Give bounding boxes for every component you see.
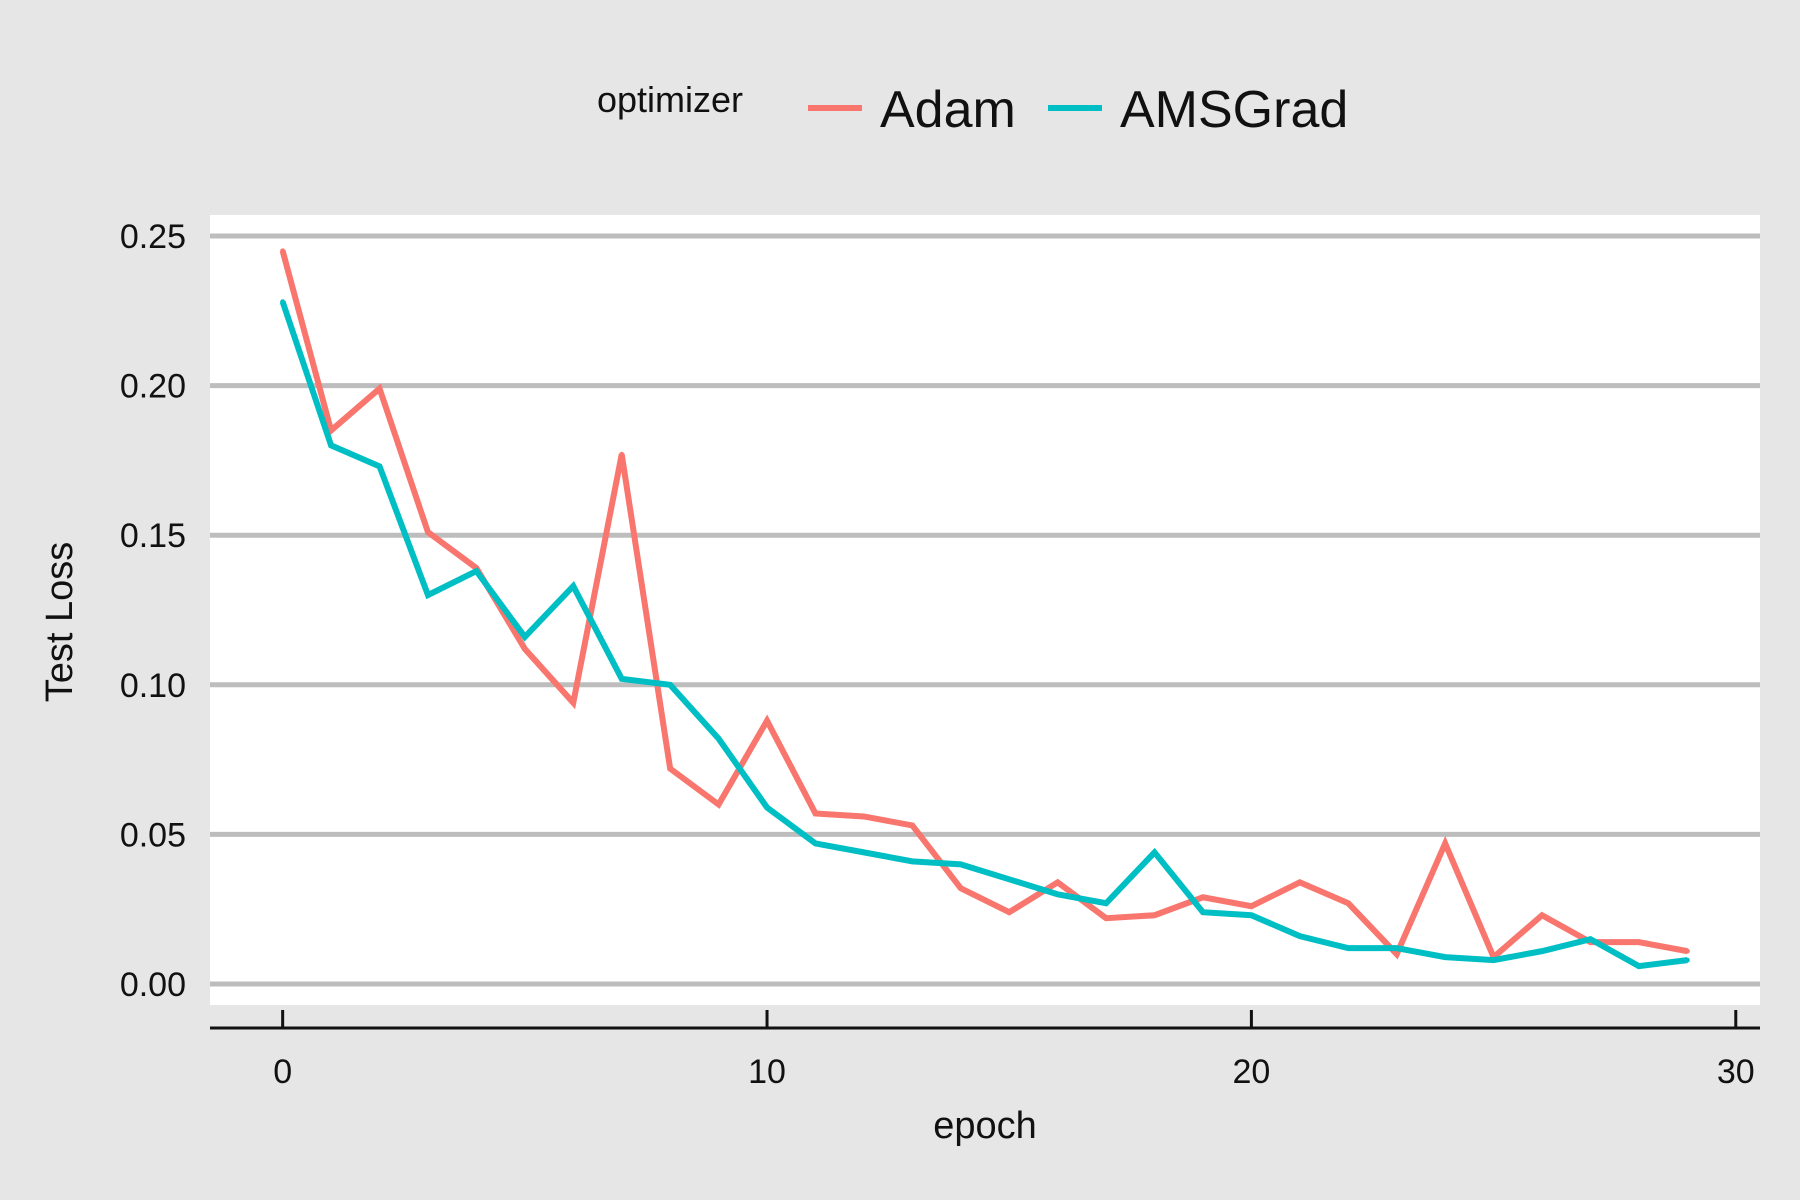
- data-point-adam: [1685, 949, 1690, 954]
- data-point-amsgrad: [765, 805, 770, 810]
- data-point-amsgrad: [425, 593, 430, 598]
- data-point-amsgrad: [1055, 892, 1060, 897]
- data-point-amsgrad: [1346, 946, 1351, 951]
- data-point-adam: [1007, 910, 1012, 915]
- data-point-amsgrad: [1007, 877, 1012, 882]
- data-point-amsgrad: [522, 634, 527, 639]
- x-axis-ticks: 0 10 20 30: [273, 1010, 1755, 1091]
- x-tick-label: 30: [1717, 1053, 1755, 1091]
- data-point-adam: [861, 814, 866, 819]
- x-tick-label: 0: [273, 1053, 292, 1091]
- data-point-adam: [1346, 901, 1351, 906]
- data-point-amsgrad: [474, 569, 479, 574]
- data-point-adam: [1152, 913, 1157, 918]
- legend-label-amsgrad: AMSGrad: [1120, 81, 1348, 139]
- data-point-amsgrad: [716, 736, 721, 741]
- data-point-adam: [1104, 916, 1109, 921]
- data-point-adam: [1443, 841, 1448, 846]
- data-point-adam: [425, 530, 430, 535]
- data-point-amsgrad: [1443, 955, 1448, 960]
- data-point-adam: [1200, 895, 1205, 900]
- legend-label-adam: Adam: [880, 81, 1016, 139]
- y-axis-title: Test Loss: [39, 542, 81, 703]
- data-point-amsgrad: [1540, 949, 1545, 954]
- data-point-amsgrad: [1588, 937, 1593, 942]
- y-tick-label: 0.15: [120, 517, 186, 555]
- y-tick-label: 0.25: [120, 218, 186, 256]
- data-point-adam: [1055, 880, 1060, 885]
- data-point-adam: [377, 386, 382, 391]
- legend-title: optimizer: [597, 79, 743, 120]
- data-point-amsgrad: [668, 682, 673, 687]
- data-point-amsgrad: [1152, 850, 1157, 855]
- data-point-amsgrad: [1200, 910, 1205, 915]
- data-point-adam: [813, 811, 818, 816]
- data-point-amsgrad: [1104, 901, 1109, 906]
- data-point-adam: [716, 802, 721, 807]
- data-point-adam: [958, 886, 963, 891]
- data-point-adam: [522, 646, 527, 651]
- data-point-amsgrad: [329, 443, 334, 448]
- data-point-adam: [619, 452, 624, 457]
- data-point-adam: [765, 718, 770, 723]
- plot-panel: [210, 215, 1760, 1005]
- data-point-amsgrad: [377, 464, 382, 469]
- y-tick-label: 0.10: [120, 667, 186, 705]
- data-point-amsgrad: [571, 584, 576, 589]
- data-point-amsgrad: [1636, 964, 1641, 969]
- data-point-adam: [1394, 952, 1399, 957]
- data-point-adam: [280, 248, 285, 253]
- data-point-amsgrad: [910, 859, 915, 864]
- data-point-amsgrad: [813, 841, 818, 846]
- data-point-amsgrad: [1491, 958, 1496, 963]
- data-point-adam: [571, 700, 576, 705]
- data-point-amsgrad: [1685, 958, 1690, 963]
- y-tick-label: 0.00: [120, 966, 186, 1004]
- x-tick-label: 20: [1232, 1053, 1270, 1091]
- data-point-amsgrad: [958, 862, 963, 867]
- data-point-amsgrad: [861, 850, 866, 855]
- data-point-amsgrad: [280, 299, 285, 304]
- data-point-amsgrad: [1394, 946, 1399, 951]
- y-tick-label: 0.05: [120, 816, 186, 854]
- data-point-adam: [1636, 940, 1641, 945]
- data-point-adam: [1540, 913, 1545, 918]
- legend: optimizer Adam AMSGrad: [597, 79, 1348, 139]
- data-point-amsgrad: [1297, 934, 1302, 939]
- data-point-adam: [910, 823, 915, 828]
- data-point-adam: [1249, 904, 1254, 909]
- y-axis-ticks: 0.00 0.05 0.10 0.15 0.20 0.25: [120, 218, 186, 1004]
- y-tick-label: 0.20: [120, 368, 186, 406]
- data-point-amsgrad: [619, 676, 624, 681]
- data-point-adam: [668, 766, 673, 771]
- data-point-adam: [1297, 880, 1302, 885]
- x-tick-label: 10: [748, 1053, 786, 1091]
- data-point-amsgrad: [1249, 913, 1254, 918]
- x-axis-title: epoch: [933, 1105, 1037, 1147]
